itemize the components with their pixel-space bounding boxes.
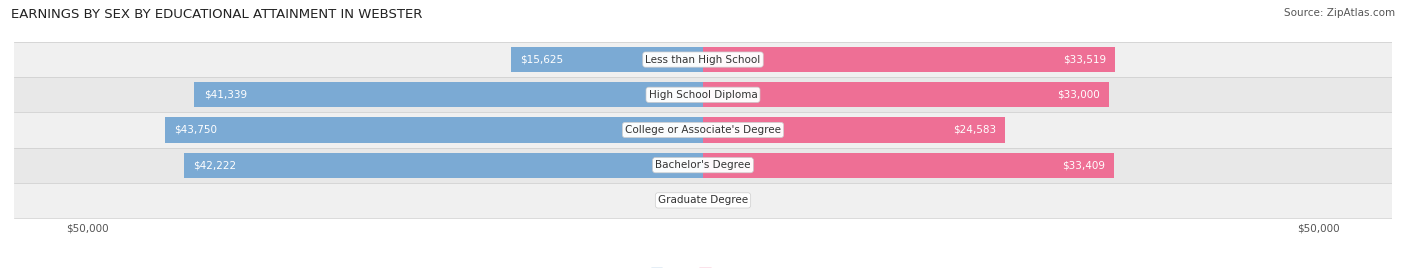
- Bar: [510, 47, 703, 72]
- Bar: [14, 77, 1392, 112]
- Text: Less than High School: Less than High School: [645, 55, 761, 65]
- Bar: [194, 82, 703, 107]
- Text: $41,339: $41,339: [204, 90, 247, 100]
- Text: $15,625: $15,625: [520, 55, 564, 65]
- Text: $42,222: $42,222: [193, 160, 236, 170]
- Bar: [703, 117, 1005, 143]
- Text: EARNINGS BY SEX BY EDUCATIONAL ATTAINMENT IN WEBSTER: EARNINGS BY SEX BY EDUCATIONAL ATTAINMEN…: [11, 8, 423, 21]
- Text: Graduate Degree: Graduate Degree: [658, 195, 748, 205]
- Bar: [703, 82, 1109, 107]
- Bar: [703, 47, 1115, 72]
- Bar: [14, 112, 1392, 148]
- Text: $33,000: $33,000: [1057, 90, 1099, 100]
- Text: Source: ZipAtlas.com: Source: ZipAtlas.com: [1284, 8, 1395, 18]
- Text: $33,519: $33,519: [1063, 55, 1107, 65]
- Bar: [14, 183, 1392, 218]
- Bar: [703, 152, 1114, 178]
- Text: High School Diploma: High School Diploma: [648, 90, 758, 100]
- Bar: [14, 148, 1392, 183]
- Text: $33,409: $33,409: [1062, 160, 1105, 170]
- Legend: Male, Female: Male, Female: [647, 263, 759, 268]
- Bar: [14, 42, 1392, 77]
- Text: $0: $0: [716, 195, 728, 205]
- Text: Bachelor's Degree: Bachelor's Degree: [655, 160, 751, 170]
- Text: $0: $0: [678, 195, 690, 205]
- Bar: [184, 152, 703, 178]
- Text: $43,750: $43,750: [174, 125, 217, 135]
- Text: College or Associate's Degree: College or Associate's Degree: [626, 125, 780, 135]
- Bar: [165, 117, 703, 143]
- Text: $24,583: $24,583: [953, 125, 997, 135]
